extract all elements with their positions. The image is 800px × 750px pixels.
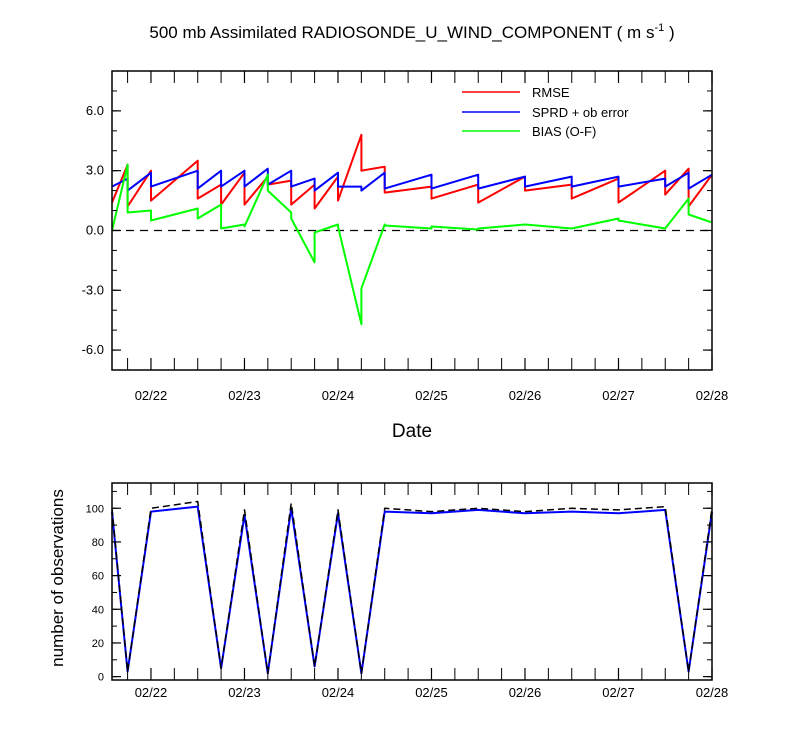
series-line-sprd-ob-error (111, 167, 713, 192)
bottom-ticks-layer: 0 20 40 60 80 100 02/22 02/23 02/24 02/25 02/26 02/… (86, 483, 729, 700)
series-line-rmse (111, 133, 713, 210)
panel1-y-tick-label: 100 (86, 503, 104, 515)
legend-bias-label: BIAS (O-F) (532, 124, 596, 139)
panel1-y-tick-label: 80 (92, 537, 104, 549)
panel1-y-tick-label: 0 (98, 672, 104, 684)
bottom-series-layer (111, 500, 713, 675)
chart-title-main: 500 mb Assimilated RADIOSONDE_U_WIND_COM… (149, 23, 654, 42)
top-series-layer (111, 133, 713, 326)
panel0-x-tick-label: 02/22 (135, 388, 168, 403)
panel0-x-tick-label: 02/27 (602, 388, 635, 403)
panel0-y-tick-label: 6.0 (86, 103, 104, 118)
series-line-observations-used (111, 505, 713, 675)
panel1-x-tick-label: 02/28 (696, 685, 729, 700)
panel0-y-tick-label: -3.0 (82, 282, 104, 297)
panel1-x-tick-label: 02/22 (135, 685, 168, 700)
top-ticks-layer: 6.0 3.0 0.0 -3.0 -6.0 02/22 02/23 02/24 02/25 02/… (82, 70, 729, 403)
top-panel: 6.0 3.0 0.0 -3.0 -6.0 02/22 02/23 02/24 02/25 02/… (82, 70, 729, 442)
bottom-y-axis-title: number of observations (48, 489, 67, 667)
legend-sprd-label: SPRD + ob error (532, 105, 629, 120)
panel1-y-tick-label: 60 (92, 571, 104, 583)
panel1-x-tick-label: 02/27 (602, 685, 635, 700)
legend-rmse-label: RMSE (532, 85, 570, 100)
panel0-y-tick-label: -6.0 (82, 342, 104, 357)
panel1-y-tick-label: 20 (92, 638, 104, 650)
panel1-x-tick-label: 02/25 (415, 685, 448, 700)
panel1-y-tick-label: 40 (92, 604, 104, 616)
panel0-y-tick-label: 0.0 (86, 222, 104, 237)
chart-title-end: ) (664, 23, 674, 42)
chart-title-superscript: -1 (654, 22, 664, 34)
bottom-panel: 0 20 40 60 80 100 02/22 02/23 02/24 02/25 02/26 02/… (48, 482, 729, 700)
series-line-bias-o-f (111, 163, 713, 326)
panel1-x-tick-label: 02/23 (228, 685, 261, 700)
panel0-x-tick-label: 02/26 (509, 388, 542, 403)
top-plot-frame (111, 70, 713, 371)
top-x-axis-title: Date (392, 421, 432, 442)
bottom-plot-frame (111, 482, 713, 681)
series-line-observations-total (111, 500, 713, 675)
panel0-x-tick-label: 02/25 (415, 388, 448, 403)
panel0-x-tick-label: 02/28 (696, 388, 729, 403)
legend: RMSE SPRD + ob error BIAS (O-F) (462, 85, 629, 139)
panel1-x-tick-label: 02/24 (322, 685, 355, 700)
panel0-y-tick-label: 3.0 (86, 163, 104, 178)
chart-title: 500 mb Assimilated RADIOSONDE_U_WIND_COM… (149, 22, 674, 42)
panel0-x-tick-label: 02/23 (228, 388, 261, 403)
panel0-x-tick-label: 02/24 (322, 388, 355, 403)
panel1-x-tick-label: 02/26 (509, 685, 542, 700)
